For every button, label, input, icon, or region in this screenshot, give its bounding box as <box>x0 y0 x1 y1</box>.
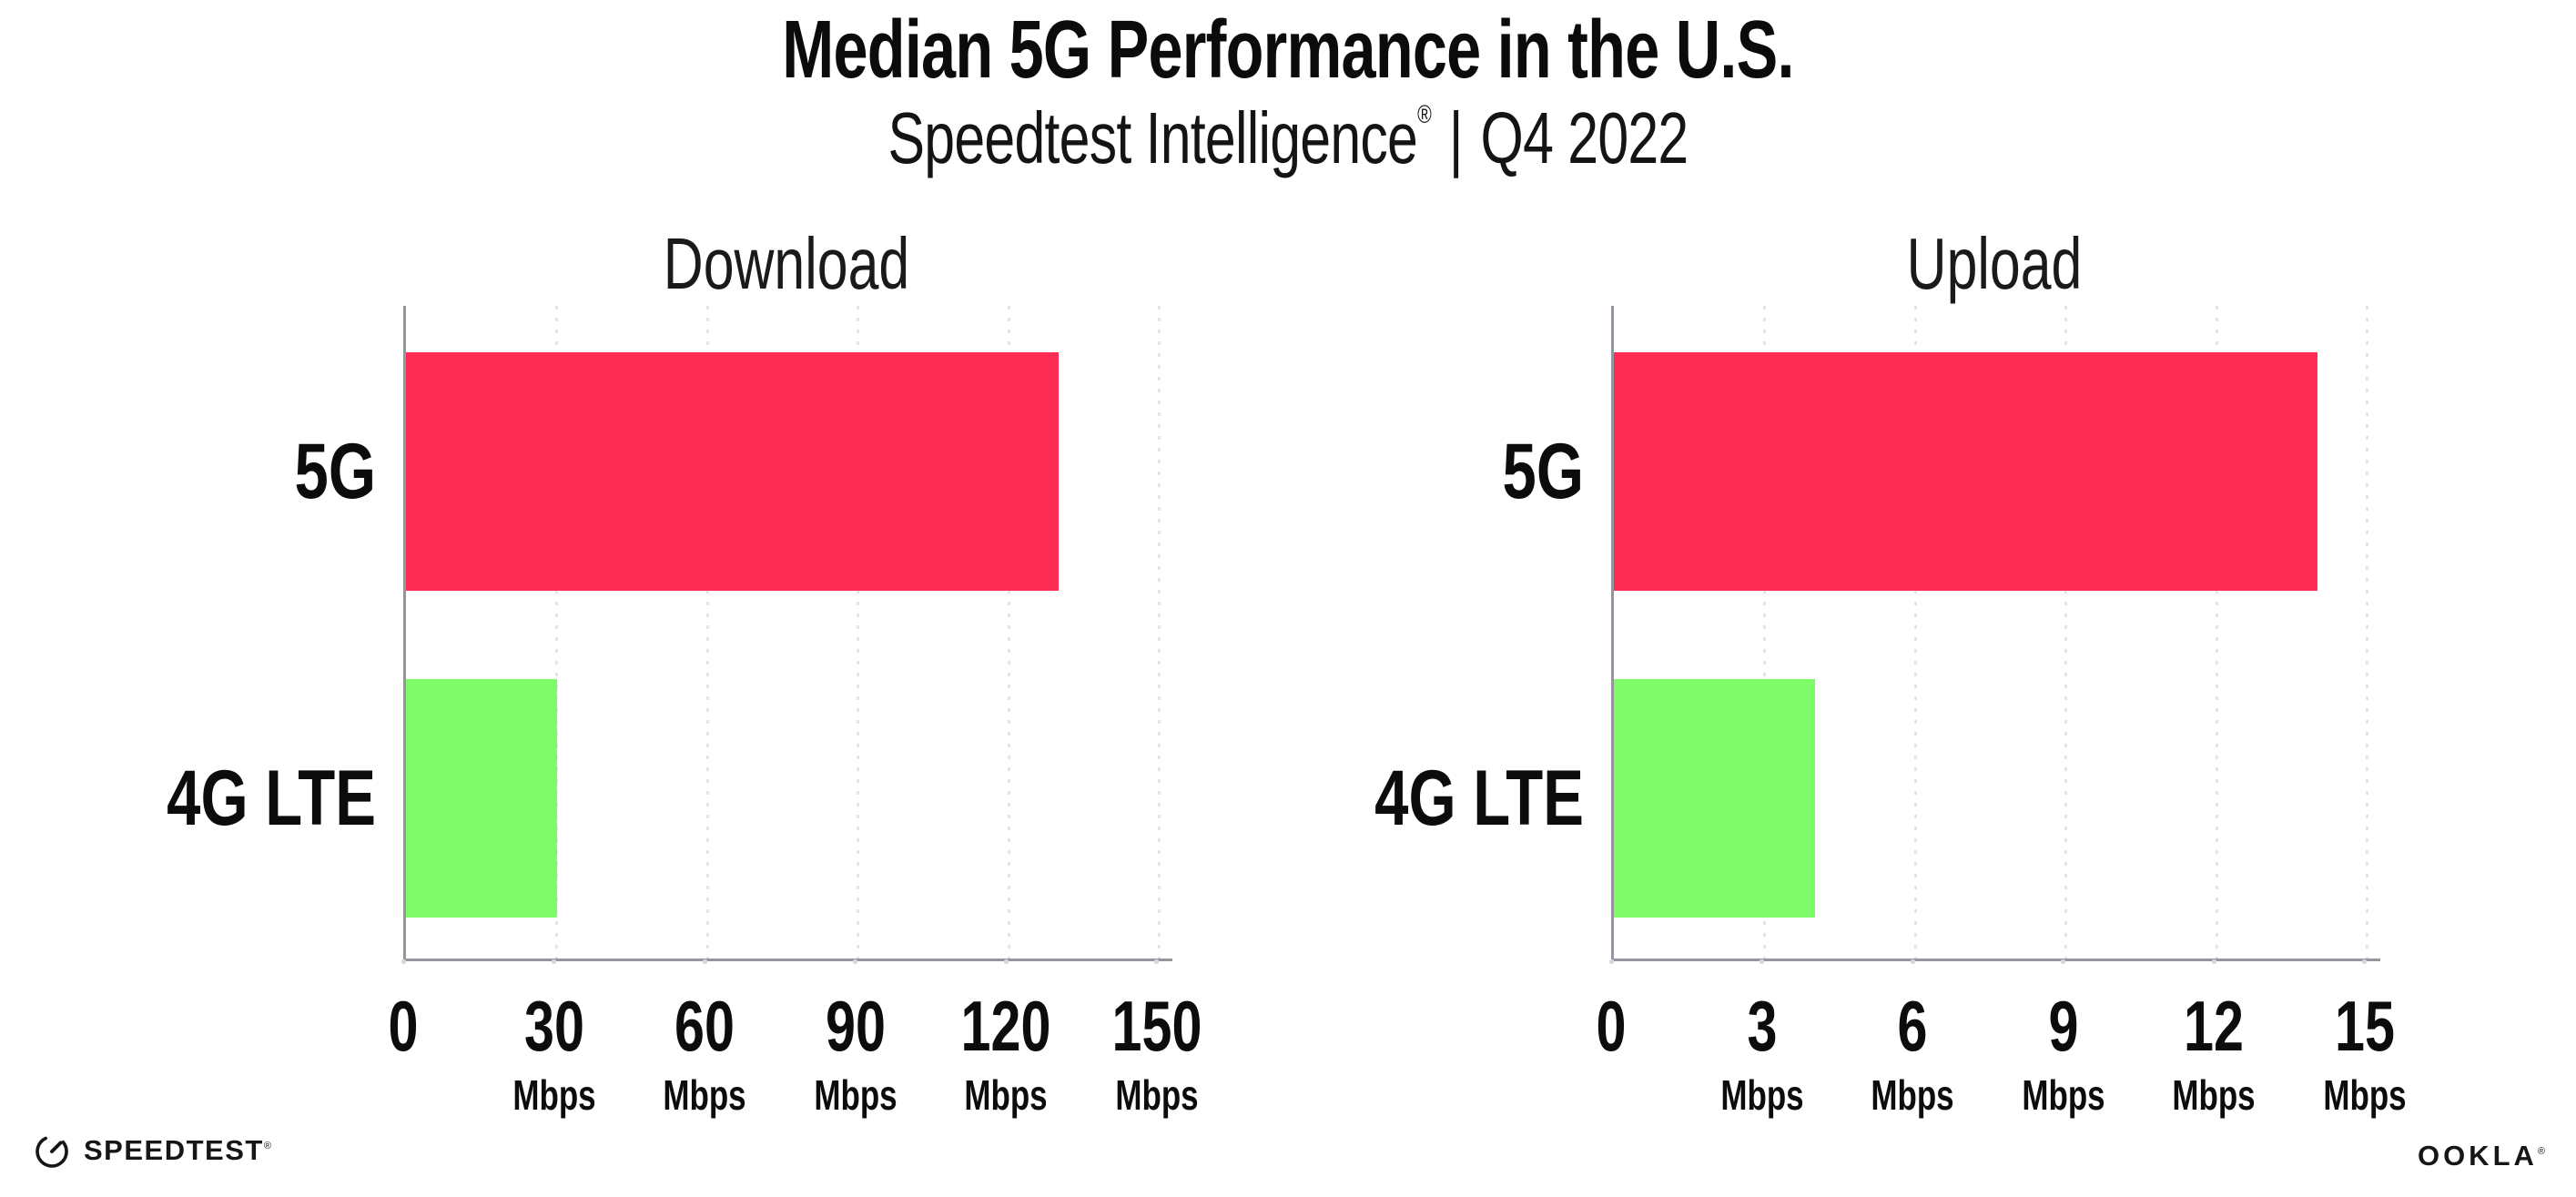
category-label-4g-lte: 4G LTE <box>167 754 376 842</box>
ookla-trademark-icon: ® <box>2537 1146 2549 1157</box>
category-label-5g: 5G <box>294 428 376 515</box>
x-tick-label: 120 <box>960 986 1051 1066</box>
bar-4g-lte <box>1614 678 1815 918</box>
x-tick-label: 60 <box>674 986 735 1066</box>
gridline <box>1007 306 1010 959</box>
subtitle-period: Q4 2022 <box>1480 97 1689 178</box>
subplot-title-download: Download <box>663 223 910 304</box>
x-tick-unit: Mbps <box>1871 1071 1954 1119</box>
x-tick-unit: Mbps <box>813 1071 898 1119</box>
gridline <box>1763 306 1766 959</box>
bar-5g <box>1614 352 2317 591</box>
x-tick-unit: Mbps <box>2323 1071 2407 1119</box>
x-tick-mark <box>702 959 707 964</box>
x-tick-label: 12 <box>2184 986 2245 1066</box>
x-tick-mark <box>1154 959 1160 964</box>
subplot-title-upload: Upload <box>1906 223 2083 304</box>
x-tick-mark <box>1608 959 1614 964</box>
speedtest-wordmark: SPEEDTEST® <box>84 1134 272 1167</box>
speedtest-label: SPEEDTEST <box>84 1134 264 1166</box>
x-tick-unit: Mbps <box>2172 1071 2256 1119</box>
x-tick-label: 3 <box>1747 986 1777 1066</box>
x-tick-unit: Mbps <box>1719 1071 1804 1119</box>
x-tick-unit: Mbps <box>2021 1071 2105 1119</box>
gridline <box>857 306 860 959</box>
category-label-4g-lte: 4G LTE <box>1374 754 1584 842</box>
subtitle-separator: | <box>1448 97 1464 178</box>
x-tick-mark <box>1760 959 1764 964</box>
gridline <box>1158 306 1161 959</box>
x-tick-mark <box>1910 959 1915 964</box>
gridline <box>2064 306 2068 959</box>
page-subtitle: Speedtest Intelligence® | Q4 2022 <box>309 96 2267 180</box>
subtitle-product: Speedtest Intelligence <box>887 97 1418 178</box>
x-tick-label: 0 <box>388 986 419 1066</box>
gridline <box>555 306 558 959</box>
x-tick-mark <box>2362 959 2368 964</box>
x-tick-unit: Mbps <box>964 1071 1048 1119</box>
x-tick-unit: Mbps <box>512 1071 596 1119</box>
gridline <box>2215 306 2218 959</box>
ookla-wordmark: OOKLA <box>2417 1140 2538 1172</box>
gridline <box>705 306 709 959</box>
gridline <box>2366 306 2369 959</box>
x-tick-mark <box>853 959 858 964</box>
x-tick-mark <box>401 959 406 964</box>
x-tick-label: 30 <box>523 986 584 1066</box>
speedtest-trademark-icon: ® <box>263 1141 273 1151</box>
x-tick-label: 6 <box>1897 986 1928 1066</box>
plot-area-download <box>403 306 1172 961</box>
x-tick-label: 0 <box>1596 986 1627 1066</box>
x-tick-mark <box>2061 959 2066 964</box>
x-tick-unit: Mbps <box>1115 1071 1199 1119</box>
speedtest-gauge-icon <box>35 1136 68 1168</box>
x-tick-label: 150 <box>1111 986 1202 1066</box>
x-tick-label: 9 <box>2048 986 2079 1066</box>
category-label-5g: 5G <box>1502 428 1584 515</box>
bar-5g <box>406 352 1060 591</box>
x-tick-mark <box>552 959 556 964</box>
x-tick-label: 15 <box>2334 986 2395 1066</box>
plot-area-upload <box>1611 306 2380 961</box>
registered-trademark-icon: ® <box>1417 100 1432 128</box>
x-tick-mark <box>2211 959 2216 964</box>
speedtest-logo: SPEEDTEST® <box>33 1131 272 1171</box>
x-tick-unit: Mbps <box>663 1071 746 1119</box>
x-tick-label: 90 <box>825 986 886 1066</box>
ookla-logo: OOKLA® <box>2418 1140 2549 1172</box>
bar-4g-lte <box>406 678 557 918</box>
page-title: Median 5G Performance in the U.S. <box>782 5 1794 96</box>
gridline <box>1913 306 1917 959</box>
x-tick-mark <box>1003 959 1009 964</box>
